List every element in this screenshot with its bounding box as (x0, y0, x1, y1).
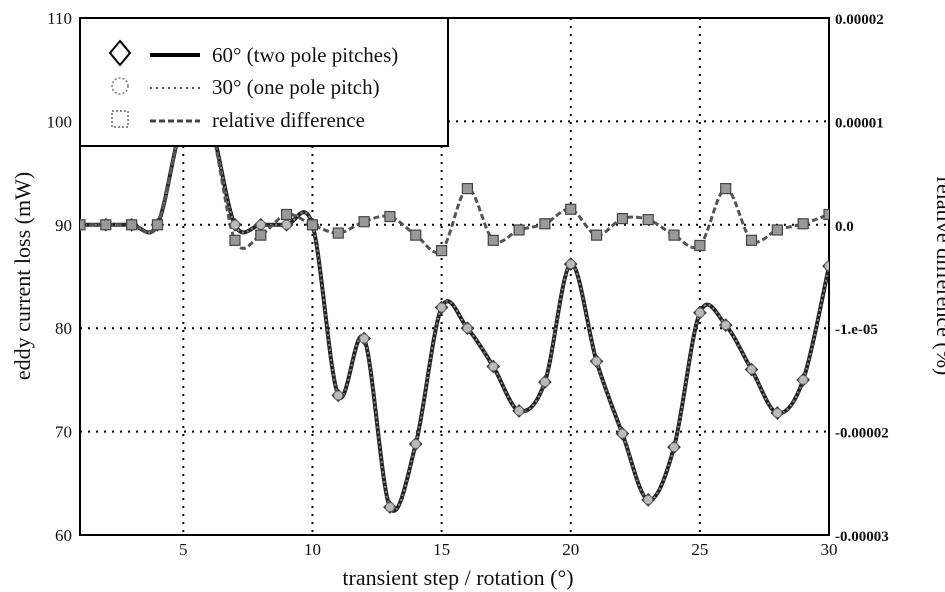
data-point-circle (333, 390, 344, 401)
data-point-circle (565, 259, 576, 270)
data-point-square (384, 210, 396, 223)
legend-marker-diamond-icon (108, 39, 132, 67)
data-point-square (461, 183, 474, 195)
data-point-square (539, 218, 551, 230)
y-left-tick-label: 80 (55, 319, 72, 338)
data-point-square (255, 229, 267, 241)
data-point-square (80, 219, 86, 231)
legend-box (79, 17, 449, 147)
data-point-square (281, 208, 293, 221)
data-point-square (745, 234, 758, 246)
data-point-square (229, 234, 241, 246)
y-right-tick-label: -0.00003 (835, 529, 889, 545)
data-point-circle (643, 494, 654, 505)
y-right-tick-label: 0.00002 (835, 12, 884, 28)
y-axis-title-right: relative difference (%) (932, 177, 945, 376)
y-left-tick-label: 110 (47, 9, 72, 28)
x-tick-label: 25 (691, 540, 708, 559)
y-right-tick-label: 0.0 (835, 219, 854, 235)
data-point-square (100, 219, 112, 231)
data-point-circle (229, 219, 240, 230)
data-point-square (642, 214, 654, 226)
y-left-tick-label: 60 (55, 526, 72, 545)
data-point-circle (824, 261, 829, 272)
data-point-square (358, 216, 370, 228)
data-point-square (771, 224, 783, 236)
legend-label-30: 30° (one pole pitch) (212, 75, 380, 99)
data-point-square (151, 219, 164, 231)
data-point-circle (410, 439, 421, 450)
data-point-square (823, 208, 829, 221)
y-right-tick-label: -1.e-05 (835, 322, 878, 338)
series-layer (80, 106, 829, 514)
legend-label-60: 60° (two pole pitches) (212, 43, 398, 67)
data-point-square (590, 229, 603, 241)
data-point-circle (539, 376, 550, 387)
y-axis-title-left: eddy current loss (mW) (10, 172, 35, 380)
x-tick-label: 15 (433, 540, 450, 559)
legend: 60° (two pole pitches) 30° (one pole pit… (79, 17, 449, 147)
legend-marker-square-icon (111, 110, 129, 128)
data-point-circle (255, 219, 266, 230)
data-point-circle (359, 333, 370, 344)
data-point-circle (617, 428, 628, 439)
x-tick-label: 30 (821, 540, 838, 559)
data-point-square (720, 183, 732, 195)
data-point-circle (772, 407, 783, 418)
x-tick-label: 10 (304, 540, 321, 559)
tick-labels: 5 10 15 20 25 30 60 70 80 90 100 110 -0.00003 -0.0000… (47, 9, 889, 559)
data-point-square (332, 227, 344, 239)
data-point-circle (798, 374, 809, 385)
data-point-circle (281, 219, 292, 230)
y-right-tick-label: 0.00001 (835, 115, 884, 131)
data-point-square (694, 239, 706, 252)
data-point-circle (669, 442, 680, 453)
y-left-tick-label: 90 (55, 216, 72, 235)
data-point-square (668, 229, 680, 241)
plot-frame (79, 17, 830, 536)
legend-label-relative: relative difference (212, 108, 365, 132)
x-axis-title: transient step / rotation (°) (342, 565, 573, 590)
data-point-square (435, 245, 448, 257)
data-point-square (513, 224, 525, 236)
data-point-square (306, 219, 319, 231)
data-point-square (565, 203, 577, 215)
legend-marker-circle-icon (111, 77, 129, 95)
data-point-circle (720, 320, 731, 331)
data-point-square (410, 229, 422, 241)
data-point-circle (488, 361, 499, 372)
data-point-circle (514, 405, 525, 416)
data-point-square (487, 234, 499, 246)
grid-lines (80, 18, 829, 535)
y-right-tick-label: -0.00002 (835, 426, 889, 442)
series-line-0 (80, 106, 829, 513)
data-point-square (616, 212, 628, 225)
data-point-circle (462, 323, 473, 334)
data-point-circle (436, 302, 447, 313)
data-point-circle (746, 364, 757, 375)
data-point-circle (591, 356, 602, 367)
data-point-circle (694, 307, 705, 318)
data-point-square (126, 219, 138, 231)
data-point-square (797, 218, 809, 230)
y-left-tick-label: 100 (47, 112, 73, 131)
x-tick-label: 20 (562, 540, 579, 559)
data-point-circle (384, 502, 395, 513)
x-tick-label: 5 (179, 540, 188, 559)
y-left-tick-label: 70 (55, 423, 72, 442)
